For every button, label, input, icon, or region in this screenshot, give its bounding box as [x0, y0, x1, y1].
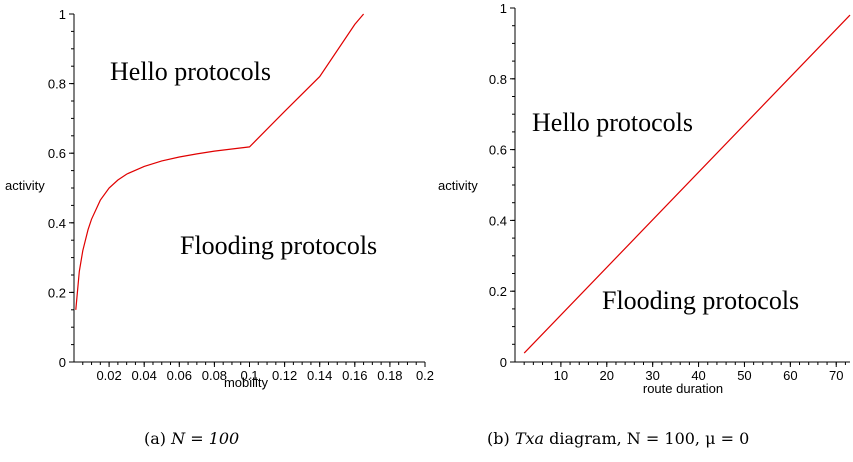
y-tick-label: 0 [500, 355, 507, 370]
region-label-hello: Hello protocols [532, 108, 693, 137]
caption-math: Txa [515, 429, 544, 448]
x-tick-label: 0.04 [132, 368, 157, 383]
x-tick-label: 0.02 [96, 368, 121, 383]
series-line [523, 14, 851, 354]
x-tick-label: 60 [783, 368, 797, 383]
x-tick-label: 0.14 [307, 368, 332, 383]
region-label-flooding: Flooding protocols [180, 231, 377, 260]
x-axis-label: route duration [643, 381, 723, 396]
y-tick-label: 0 [59, 355, 66, 370]
figure-caption: (b) Txa diagram, N = 100, μ = 0 [487, 429, 749, 448]
y-tick-label: 0.6 [48, 146, 66, 161]
series-line [75, 13, 365, 310]
y-tick-label: 1 [59, 7, 66, 22]
y-tick-label: 0.4 [48, 216, 66, 231]
x-tick-label: 0.16 [342, 368, 367, 383]
y-tick-label: 0.6 [489, 143, 507, 158]
x-tick-label: 50 [737, 368, 751, 383]
figure-caption: (a) N = 100 [144, 429, 239, 448]
x-tick-label: 40 [691, 368, 705, 383]
chart-panel-b: 0 0.2 0.4 0.6 0.8 1 10 20 30 40 50 60 70 activity rout… [438, 1, 851, 448]
x-axis-label: mobility [224, 375, 269, 390]
caption-math: N = 100 [170, 429, 239, 448]
x-tick-label: 0.18 [377, 368, 402, 383]
y-axis-label: activity [438, 178, 478, 193]
y-tick-label: 0.8 [48, 77, 66, 92]
y-tick-label: 0.2 [489, 284, 507, 299]
region-label-hello: Hello protocols [110, 57, 271, 86]
x-tick-label: 20 [600, 368, 614, 383]
y-tick-label: 0.8 [489, 72, 507, 87]
x-tick-label: 10 [554, 368, 568, 383]
y-tick-label: 0.4 [489, 213, 507, 228]
x-tick-label: 0.1 [240, 368, 258, 383]
y-tick-label: 0.2 [48, 285, 66, 300]
x-tick-label: 0.2 [416, 368, 434, 383]
x-tick-label: 70 [829, 368, 843, 383]
region-label-flooding: Flooding protocols [602, 286, 799, 315]
caption-suffix: diagram, N = 100, μ = 0 [544, 429, 749, 448]
x-tick-label: 0.08 [202, 368, 227, 383]
chart-panel-a: 0 0.2 0.4 0.6 0.8 1 0.02 0.04 0.06 0.08 0.1 0.12 0.1… [5, 7, 434, 448]
y-tick-label: 1 [500, 1, 507, 16]
caption-prefix: (a) [144, 429, 171, 448]
caption-prefix: (b) [487, 429, 515, 448]
x-tick-label: 30 [645, 368, 659, 383]
x-tick-label: 0.12 [272, 368, 297, 383]
x-tick-label: 0.06 [167, 368, 192, 383]
y-axis-label: activity [5, 178, 45, 193]
